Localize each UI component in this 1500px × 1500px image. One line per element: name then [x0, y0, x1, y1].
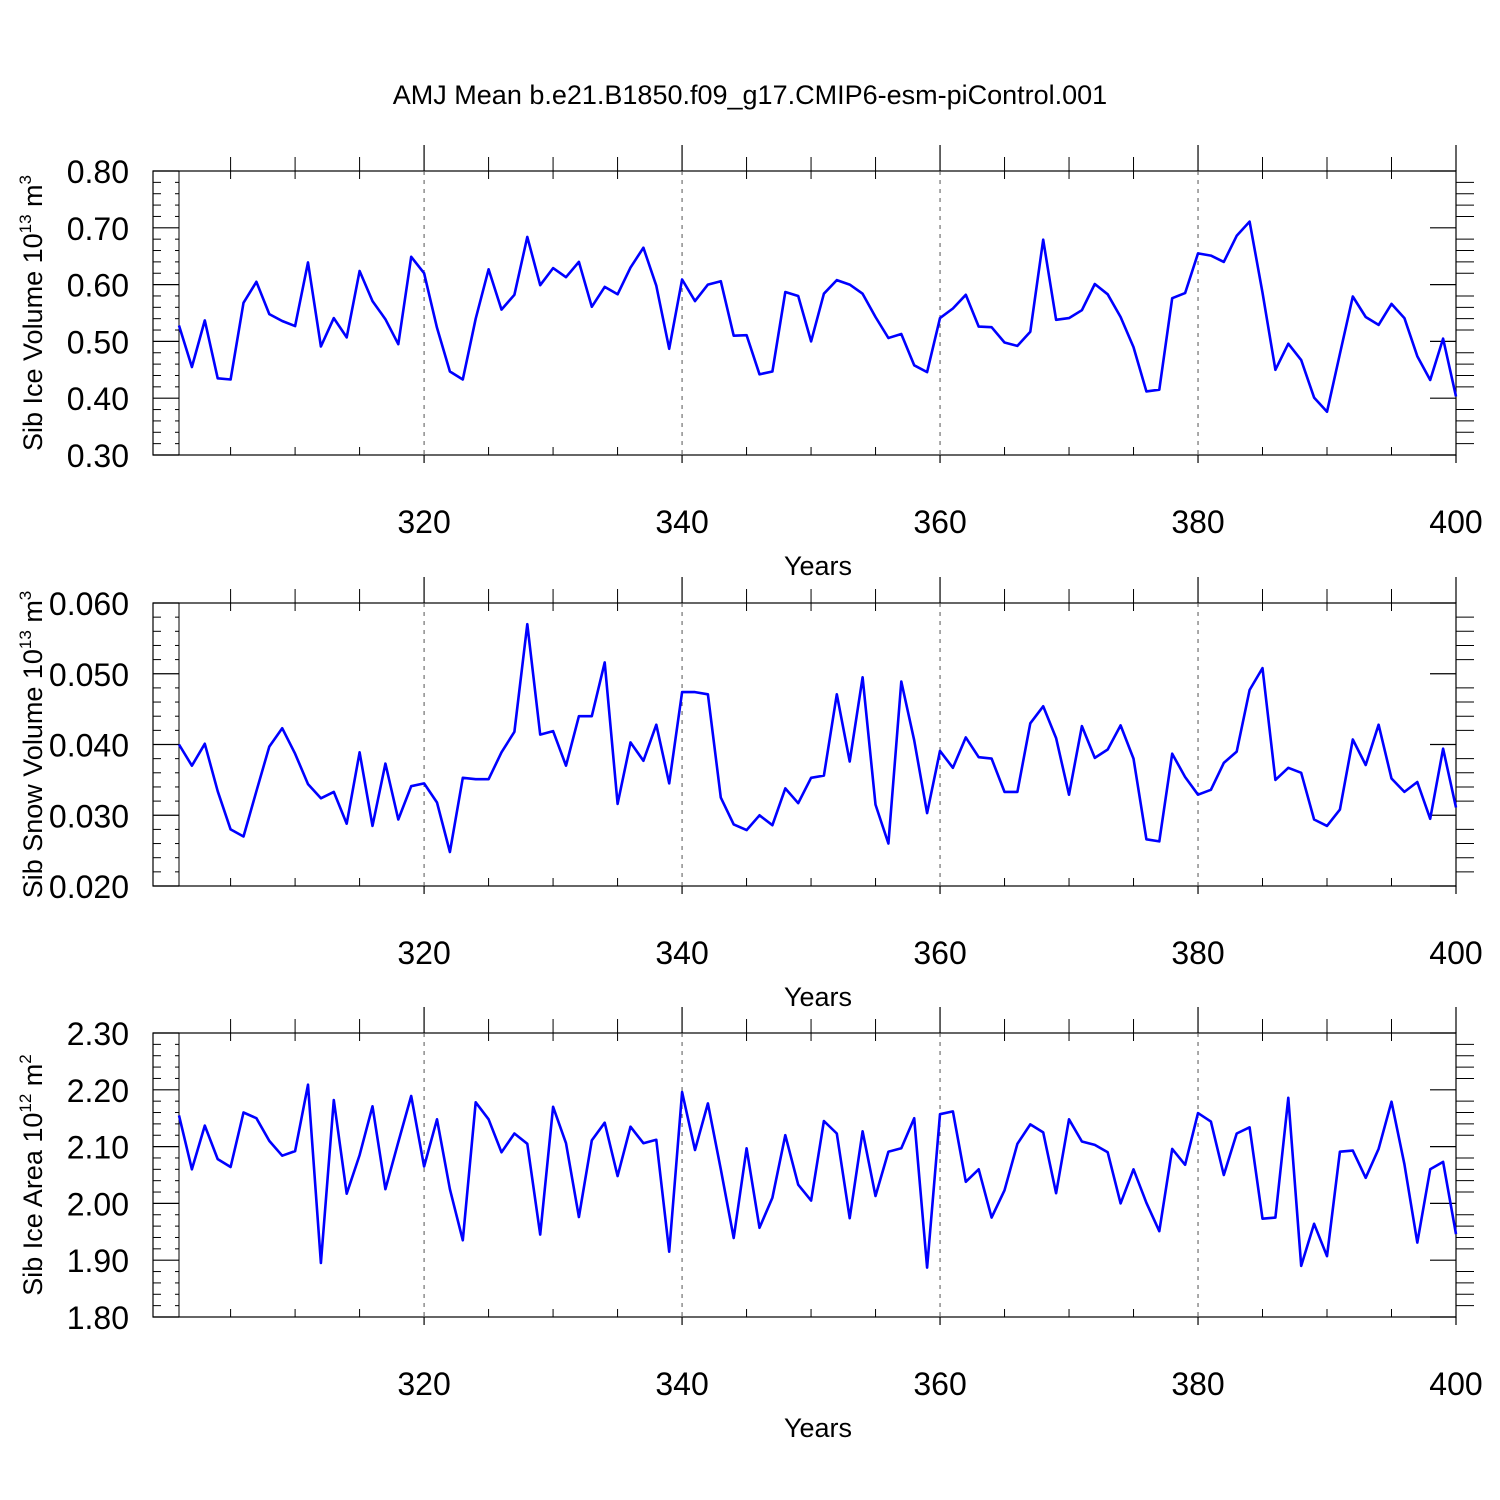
sib-ice-area-y-tick-label: 2.00 — [67, 1186, 129, 1222]
sib-snow-volume-frame — [152, 602, 1457, 887]
sib-snow-volume-x-axis-title: Years — [784, 982, 852, 1012]
sib-ice-volume-panel: 320 340 360 380 400 Years 0.30 0.40 0.50 0.60 0.70… — [16, 145, 1483, 581]
sib-snow-volume-x-tick-label: 340 — [655, 935, 708, 971]
sib-snow-volume-y-tick-label: 0.040 — [49, 728, 129, 764]
sib-snow-volume-y-axis-title: Sib Snow Volume 1013 m3 — [16, 591, 48, 899]
sib-snow-volume-x-tick-label: 380 — [1171, 935, 1224, 971]
sib-ice-area-x-tick-label: 320 — [397, 1366, 450, 1402]
sib-ice-volume-frame — [152, 170, 1457, 456]
sib-ice-area-x-tick-label: 380 — [1171, 1366, 1224, 1402]
sib-snow-volume-y-tick-label: 0.020 — [49, 869, 129, 905]
sib-ice-volume-x-tick-label: 360 — [913, 504, 966, 540]
sib-snow-volume-x-tick-label: 320 — [397, 935, 450, 971]
sib-ice-volume-y-tick-label: 0.30 — [67, 438, 129, 474]
sib-ice-volume-y-tick-label: 0.50 — [67, 324, 129, 360]
sib-ice-area-y-tick-label: 1.80 — [67, 1300, 129, 1336]
sib-snow-volume-series-line — [177, 622, 1458, 854]
sib-snow-volume-panel: 320 340 360 380 400 Years 0.020 0.030 0.040 0.050… — [16, 577, 1483, 1012]
sib-ice-area-panel: 320 340 360 380 400 Years 1.80 1.90 2.00 2.10 2.20… — [16, 1007, 1483, 1443]
sib-ice-area-x-tick-label: 340 — [655, 1366, 708, 1402]
sib-ice-area-frame — [152, 1032, 1457, 1318]
sib-ice-area-x-tick-label: 360 — [913, 1366, 966, 1402]
sib-ice-volume-x-axis-title: Years — [784, 551, 852, 581]
sib-ice-volume-y-tick-label: 0.70 — [67, 211, 129, 247]
sib-snow-volume-y-tick-label: 0.060 — [49, 586, 129, 622]
sib-snow-volume-y-tick-label: 0.050 — [49, 657, 129, 693]
sib-ice-volume-x-tick-label: 400 — [1429, 504, 1482, 540]
sib-snow-volume-x-tick-label: 360 — [913, 935, 966, 971]
sib-ice-area-series-line — [177, 1083, 1458, 1269]
sib-ice-area-y-tick-label: 2.20 — [67, 1073, 129, 1109]
sib-ice-area-y-tick-label: 2.10 — [67, 1130, 129, 1166]
sib-ice-volume-y-tick-label: 0.40 — [67, 381, 129, 417]
sib-ice-volume-x-tick-label: 320 — [397, 504, 450, 540]
sib-ice-volume-series-line — [177, 220, 1458, 414]
sib-ice-volume-y-tick-label: 0.60 — [67, 268, 129, 304]
chart-title: AMJ Mean b.e21.B1850.f09_g17.CMIP6-esm-p… — [392, 80, 1108, 110]
sib-ice-volume-x-tick-label: 380 — [1171, 504, 1224, 540]
sib-ice-area-y-axis-title: Sib Ice Area 1012 m2 — [16, 1054, 48, 1296]
sib-ice-volume-y-tick-label: 0.80 — [67, 154, 129, 190]
sib-ice-volume-x-tick-label: 340 — [655, 504, 708, 540]
sib-ice-area-y-tick-label: 2.30 — [67, 1016, 129, 1052]
sib-ice-area-x-tick-label: 400 — [1429, 1366, 1482, 1402]
sib-ice-area-x-axis-title: Years — [784, 1413, 852, 1443]
sib-ice-area-y-tick-label: 1.90 — [67, 1243, 129, 1279]
sib-snow-volume-y-tick-label: 0.030 — [49, 798, 129, 834]
sib-ice-volume-y-axis-title: Sib Ice Volume 1013 m3 — [16, 175, 48, 451]
sib-snow-volume-x-tick-label: 400 — [1429, 935, 1482, 971]
